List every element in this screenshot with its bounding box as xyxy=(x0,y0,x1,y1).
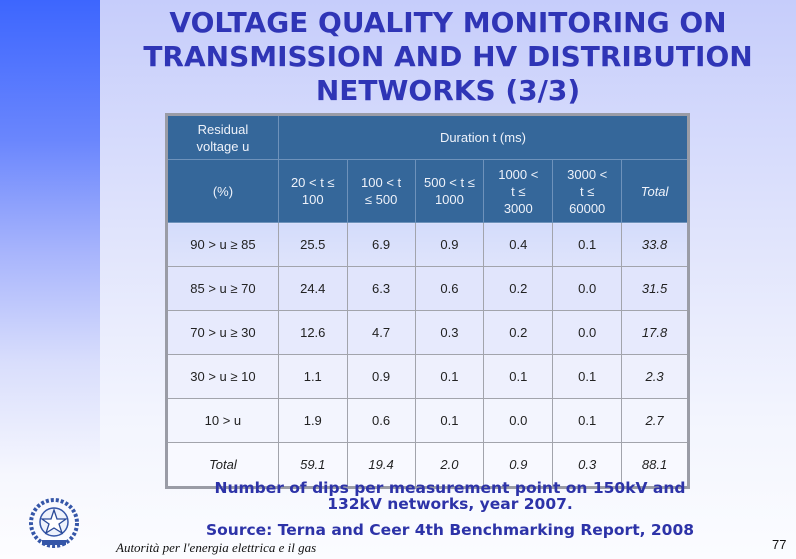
cell: 4.7 xyxy=(346,310,416,355)
table-row: 10 > u 1.9 0.6 0.1 0.0 0.1 2.7 xyxy=(166,398,689,443)
cell: 0.2 xyxy=(483,266,554,311)
grand-total-cell: 88.1 xyxy=(621,442,689,488)
cell: 6.9 xyxy=(346,222,416,267)
header-col-500-1000: 500 < t ≤ 1000 xyxy=(414,159,485,223)
cell: 0.3 xyxy=(552,442,623,488)
cell: 0.2 xyxy=(483,310,554,355)
row-label: 10 > u xyxy=(166,398,279,443)
cell: 0.1 xyxy=(414,354,485,399)
cell: 0.1 xyxy=(483,354,554,399)
cell: 24.4 xyxy=(277,266,348,311)
cell: 0.1 xyxy=(552,354,623,399)
cell: 0.9 xyxy=(483,442,554,488)
header-percent-unit: (%) xyxy=(166,159,279,223)
cell: 0.6 xyxy=(414,266,485,311)
italian-republic-emblem-icon xyxy=(29,498,79,548)
title-line-2: TRANSMISSION AND HV DISTRIBUTION xyxy=(143,40,753,73)
cell: 0.6 xyxy=(346,398,416,443)
row-total-cell: 33.8 xyxy=(621,222,689,267)
header-col-3000-60000: 3000 < t ≤ 60000 xyxy=(552,159,623,223)
left-decorative-bar xyxy=(0,0,100,559)
header-col-20-100: 20 < t ≤ 100 xyxy=(277,159,348,223)
page-number: 77 xyxy=(772,537,787,552)
cell: 12.6 xyxy=(277,310,348,355)
row-label: 90 > u ≥ 85 xyxy=(166,222,279,267)
row-label: Total xyxy=(166,442,279,488)
title-line-1: VOLTAGE QUALITY MONITORING ON xyxy=(169,6,727,39)
row-total-cell: 31.5 xyxy=(621,266,689,311)
row-label: 30 > u ≥ 10 xyxy=(166,354,279,399)
cell: 0.1 xyxy=(552,398,623,443)
header-residual-voltage: Residual voltage u xyxy=(166,114,279,160)
cell: 1.9 xyxy=(277,398,348,443)
source-citation: Source: Terna and Ceer 4th Benchmarking … xyxy=(205,521,695,539)
table-row: 30 > u ≥ 10 1.1 0.9 0.1 0.1 0.1 2.3 xyxy=(166,354,689,399)
cell: 0.1 xyxy=(414,398,485,443)
table-row: 90 > u ≥ 85 25.5 6.9 0.9 0.4 0.1 33.8 xyxy=(166,222,689,267)
row-total-cell: 2.7 xyxy=(621,398,689,443)
cell: 1.1 xyxy=(277,354,348,399)
dips-table: Residual voltage u Duration t (ms) (%) 2… xyxy=(165,113,690,489)
slide-title: VOLTAGE QUALITY MONITORING ON TRANSMISSI… xyxy=(100,6,796,108)
caption-line-1: Number of dips per measurement point on … xyxy=(214,479,686,497)
table-row: 85 > u ≥ 70 24.4 6.3 0.6 0.2 0.0 31.5 xyxy=(166,266,689,311)
caption-line-2: 132kV networks, year 2007. xyxy=(327,495,573,513)
header-duration-group: Duration t (ms) xyxy=(277,114,690,160)
cell: 0.1 xyxy=(552,222,623,267)
header-col-total: Total xyxy=(621,159,689,223)
table-row: 70 > u ≥ 30 12.6 4.7 0.3 0.2 0.0 17.8 xyxy=(166,310,689,355)
cell: 0.0 xyxy=(552,266,623,311)
cell: 0.0 xyxy=(552,310,623,355)
row-total-cell: 17.8 xyxy=(621,310,689,355)
cell: 0.9 xyxy=(346,354,416,399)
cell: 59.1 xyxy=(277,442,348,488)
row-label: 70 > u ≥ 30 xyxy=(166,310,279,355)
footer-organization: Autorità per l'energia elettrica e il ga… xyxy=(116,540,317,555)
header-col-100-500: 100 < t ≤ 500 xyxy=(346,159,416,223)
table-caption: Number of dips per measurement point on … xyxy=(170,480,730,512)
cell: 19.4 xyxy=(346,442,416,488)
cell: 0.0 xyxy=(483,398,554,443)
table-row-total: Total 59.1 19.4 2.0 0.9 0.3 88.1 xyxy=(166,442,689,488)
cell: 0.9 xyxy=(414,222,485,267)
header-col-1000-3000: 1000 < t ≤ 3000 xyxy=(483,159,554,223)
row-label: 85 > u ≥ 70 xyxy=(166,266,279,311)
cell: 0.4 xyxy=(483,222,554,267)
cell: 0.3 xyxy=(414,310,485,355)
cell: 25.5 xyxy=(277,222,348,267)
row-total-cell: 2.3 xyxy=(621,354,689,399)
title-line-3: NETWORKS (3/3) xyxy=(315,74,581,107)
cell: 6.3 xyxy=(346,266,416,311)
